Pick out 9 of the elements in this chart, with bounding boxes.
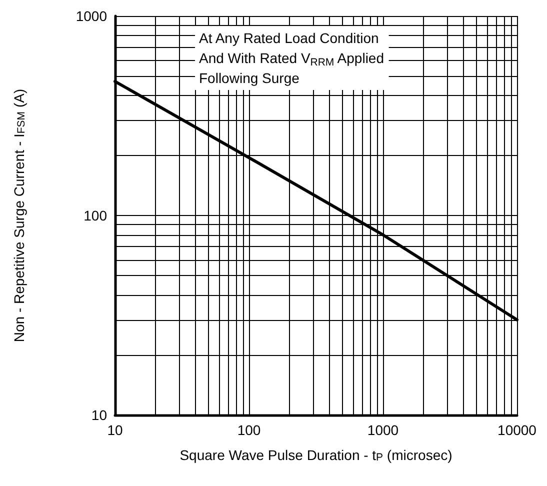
y-tick-label: 1000 — [76, 8, 108, 24]
x-tick-label: 100 — [237, 422, 261, 438]
x-tick-label: 10 — [107, 422, 123, 438]
y-tick-label: 100 — [84, 208, 108, 224]
x-tick-label: 10000 — [498, 422, 537, 438]
y-tick-label: 10 — [91, 407, 108, 423]
x-axis-title: Square Wave Pulse Duration - tP (microsec) — [180, 446, 452, 464]
x-tick-label: 1000 — [367, 422, 399, 438]
y-axis-title: Non - Repetitive Surge Current - IFSM (A) — [11, 88, 28, 342]
